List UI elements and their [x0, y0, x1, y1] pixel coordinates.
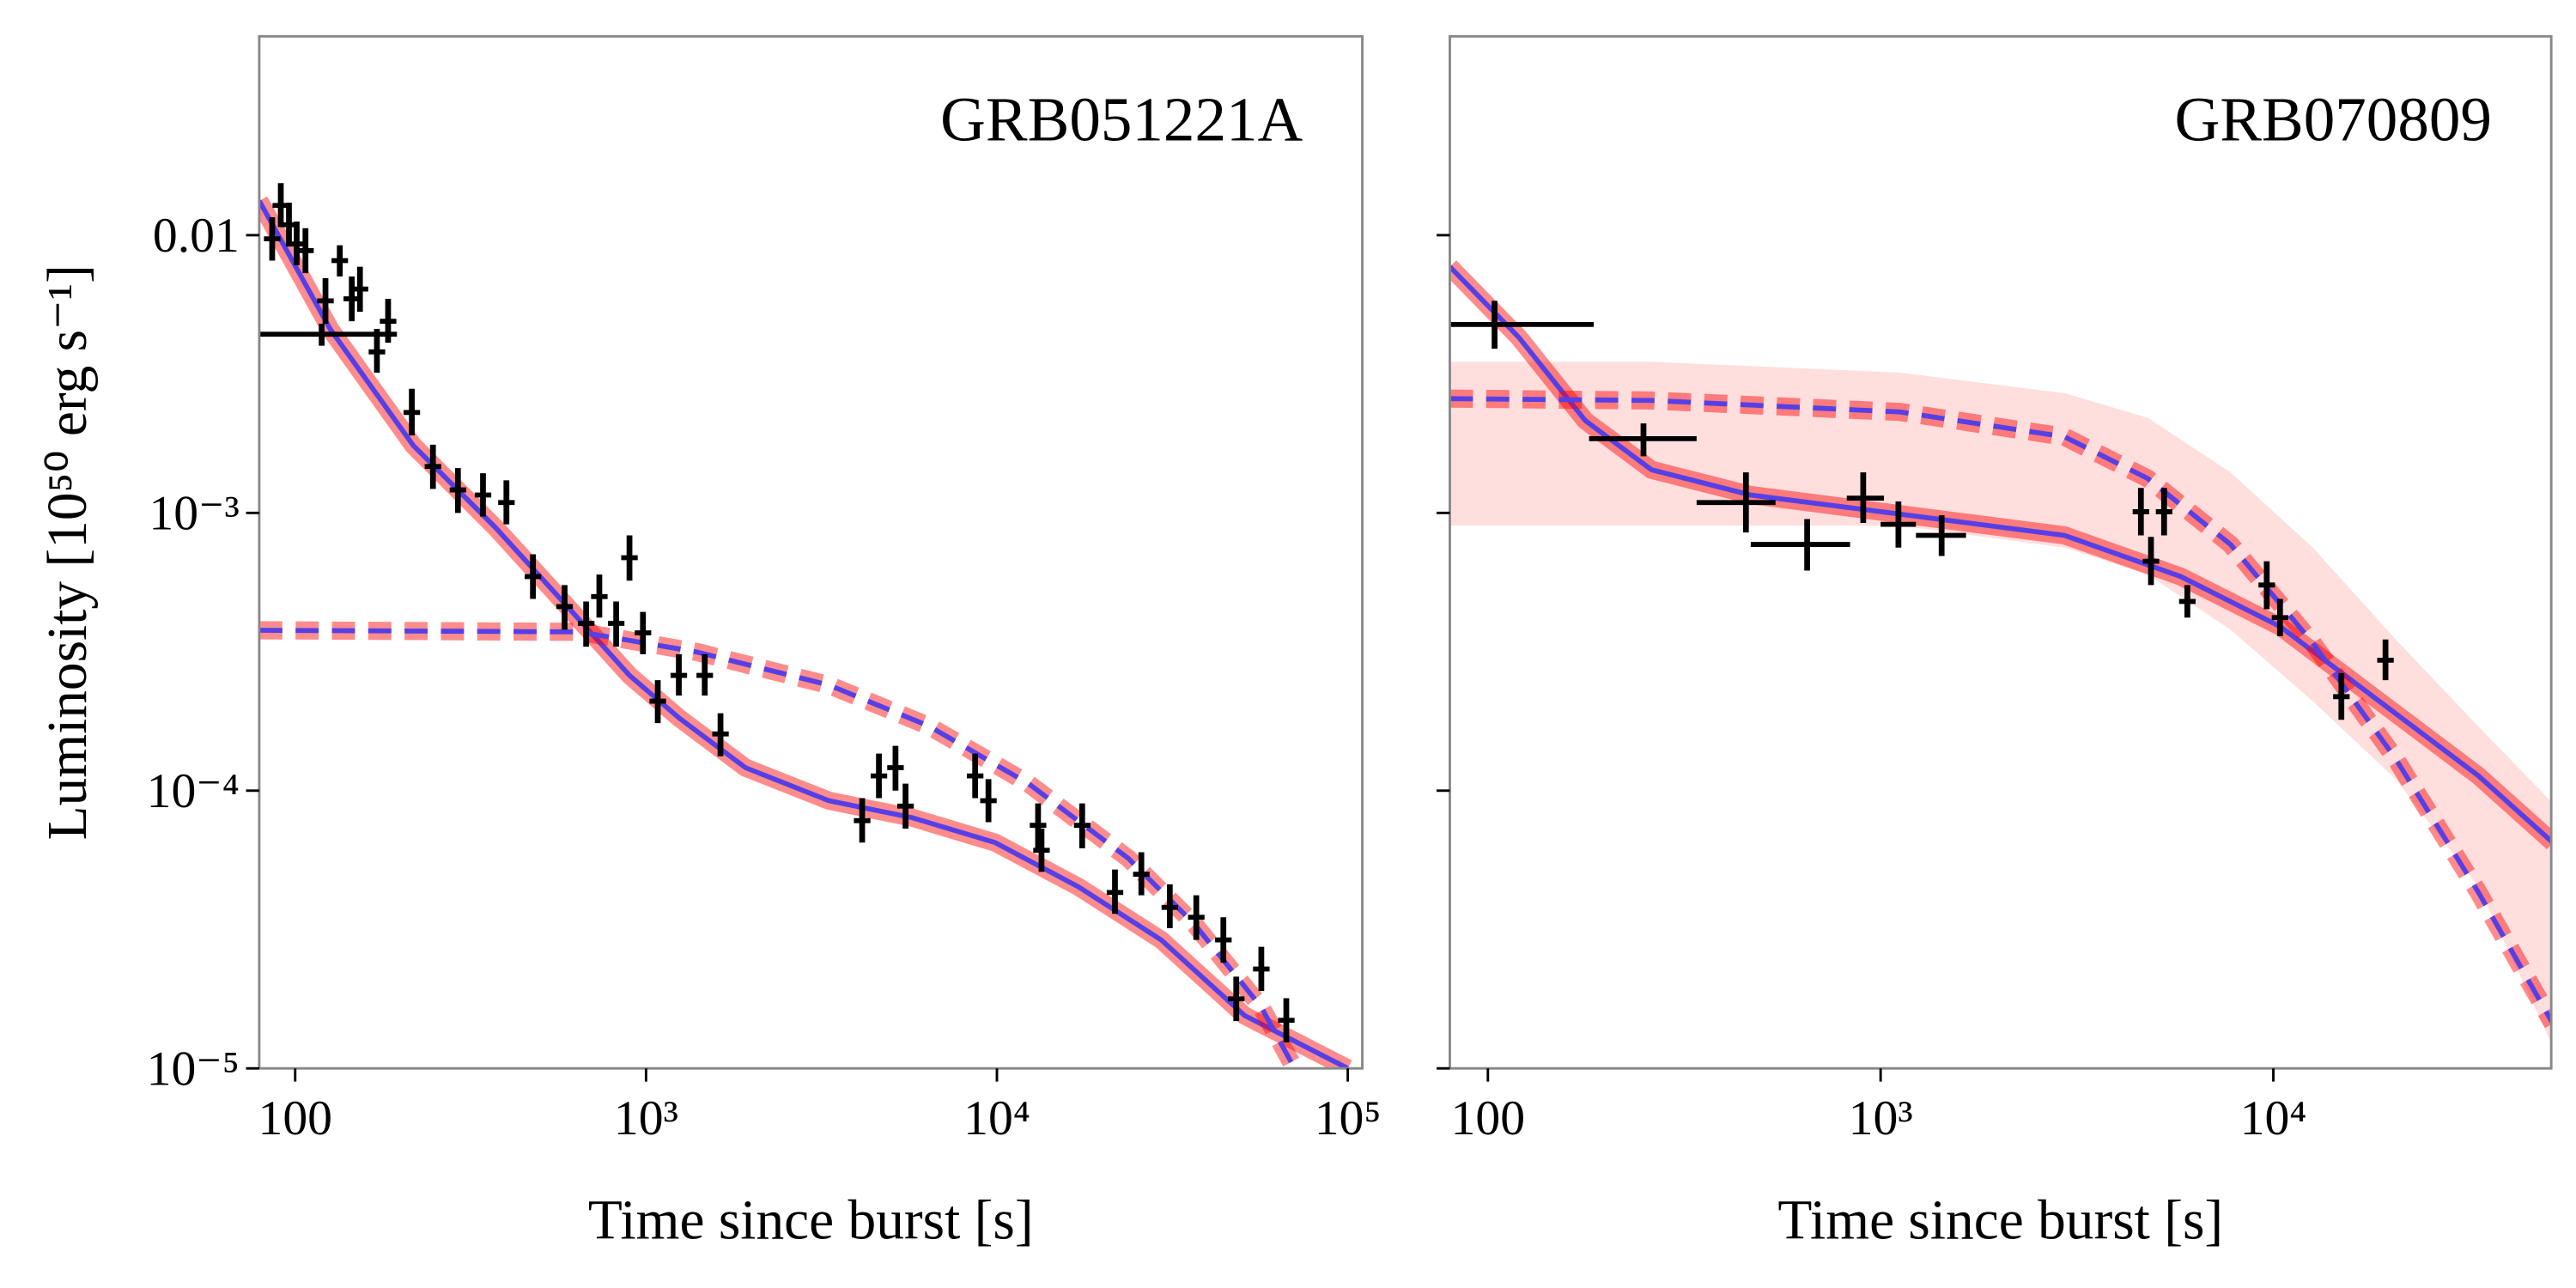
panel-title: GRB051221A [940, 84, 1303, 154]
x-tick-label: 10⁵ [1315, 1091, 1382, 1145]
axes-frame [1449, 34, 2553, 1070]
y-tick-label: 0.01 [153, 209, 240, 263]
x-axis-label: Time since burst [s] [1777, 1189, 2223, 1251]
model-line [258, 628, 1297, 1069]
x-tick-label: 100 [1451, 1091, 1526, 1145]
x-tick-label: 10³ [614, 1091, 678, 1145]
y-tick-label: 10⁻⁵ [147, 1042, 240, 1096]
model-line [1449, 396, 2552, 1025]
model-band [258, 621, 1303, 1069]
model-line [258, 199, 1349, 1069]
axes-frame [258, 34, 1364, 1070]
y-axis-label: Luminosity [10⁵⁰ erg s⁻¹] [37, 264, 99, 840]
x-tick-label: 10⁴ [2240, 1091, 2307, 1145]
x-tick-label: 10³ [1849, 1091, 1913, 1145]
panel: 100 10³ 10⁴ 10⁵ 10⁻⁵ 10⁻⁴ 10⁻³ 0.01 GRB051221A Ti… [37, 34, 1382, 1251]
y-tick-label: 10⁻³ [149, 487, 239, 541]
x-tick-label: 10⁴ [963, 1091, 1030, 1145]
x-axis-label: Time since burst [s] [588, 1189, 1034, 1251]
x-tick-label: 100 [258, 1091, 332, 1145]
plot-area [1449, 260, 2552, 1043]
y-tick-label: 10⁻⁴ [147, 764, 240, 818]
posterior-band [1449, 361, 2552, 1043]
panel-title: GRB070809 [2175, 84, 2492, 154]
model-line [1449, 264, 2552, 845]
plot-area [258, 183, 1352, 1069]
panel: 100 10³ 10⁴ GRB070809 Time since burst [s] [1437, 34, 2553, 1251]
